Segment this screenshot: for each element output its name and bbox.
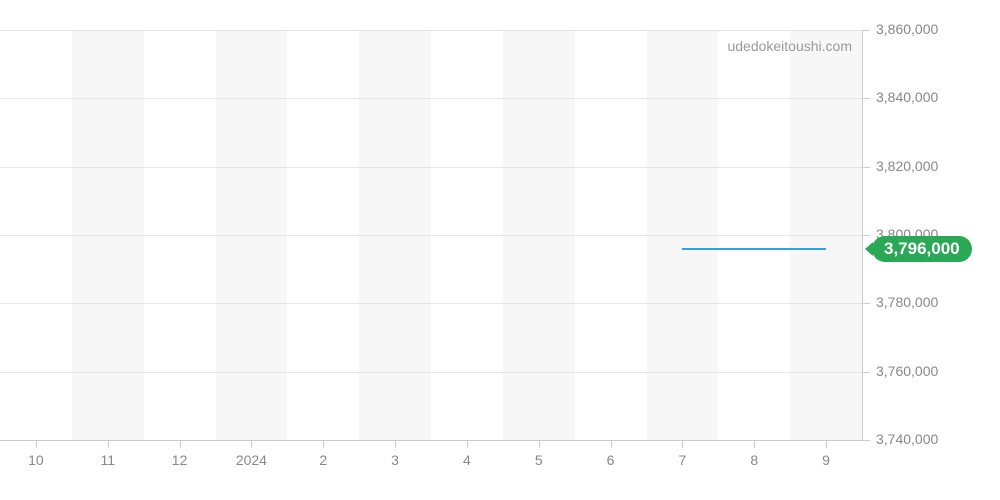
plot-area [0,30,862,440]
x-tick-label: 9 [822,452,830,468]
x-tick-label: 8 [750,452,758,468]
y-tick [862,303,870,304]
x-tick [395,440,396,448]
price-chart: 3,740,0003,760,0003,780,0003,800,0003,82… [0,0,1000,500]
x-tick-label: 2024 [236,452,267,468]
x-tick [539,440,540,448]
y-gridline [0,167,862,168]
y-tick-label: 3,820,000 [876,158,938,174]
x-tick [108,440,109,448]
y-gridline [0,30,862,31]
y-tick [862,98,870,99]
x-tick-label: 10 [28,452,44,468]
y-tick-label: 3,840,000 [876,89,938,105]
x-tick-label: 7 [679,452,687,468]
y-gridline [0,303,862,304]
x-tick-label: 6 [607,452,615,468]
x-tick-label: 5 [535,452,543,468]
y-gridline [0,98,862,99]
y-tick [862,372,870,373]
series-line [682,248,826,250]
x-tick [180,440,181,448]
y-axis-line [862,30,863,440]
x-tick [754,440,755,448]
x-tick [611,440,612,448]
y-tick-label: 3,740,000 [876,431,938,447]
x-tick [251,440,252,448]
watermark: udedokeitoushi.com [727,38,852,54]
x-tick [682,440,683,448]
x-tick-label: 11 [100,452,115,468]
y-tick-label: 3,780,000 [876,294,938,310]
y-gridline [0,235,862,236]
current-value-badge: 3,796,000 [872,236,972,262]
y-tick [862,440,870,441]
x-tick-label: 2 [319,452,327,468]
x-tick [826,440,827,448]
x-tick [323,440,324,448]
y-gridline [0,372,862,373]
x-tick [467,440,468,448]
y-tick-label: 3,760,000 [876,363,938,379]
x-axis-line [0,440,862,441]
x-tick-label: 4 [463,452,471,468]
x-tick [36,440,37,448]
y-tick [862,30,870,31]
y-tick-label: 3,860,000 [876,21,938,37]
y-tick [862,235,870,236]
x-tick-label: 12 [172,452,188,468]
x-tick-label: 3 [391,452,399,468]
y-tick [862,167,870,168]
